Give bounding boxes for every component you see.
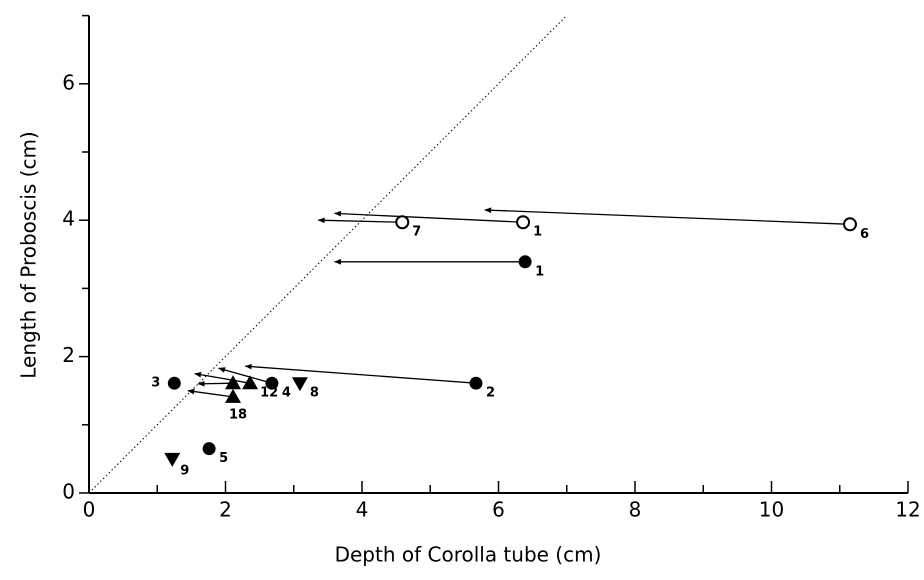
x-tick-label: 6 bbox=[492, 498, 505, 522]
point-label: 1 bbox=[535, 264, 544, 279]
point-label: 8 bbox=[310, 386, 319, 401]
point-label: 12 bbox=[260, 386, 278, 401]
point bbox=[842, 217, 857, 232]
y-tick-label: 2 bbox=[62, 343, 75, 367]
arrow bbox=[317, 217, 403, 224]
y-axis-label: Length of Proboscis (cm) bbox=[17, 131, 41, 378]
x-axis-label: Depth of Corolla tube (cm) bbox=[335, 543, 602, 567]
point bbox=[225, 388, 242, 403]
point-label: 9 bbox=[180, 463, 189, 478]
point bbox=[516, 215, 531, 230]
point bbox=[164, 452, 181, 467]
arrow bbox=[194, 371, 251, 384]
point bbox=[469, 376, 483, 390]
point bbox=[167, 376, 181, 390]
x-tick-label: 0 bbox=[83, 498, 96, 522]
arrow bbox=[218, 367, 273, 384]
reference-line bbox=[88, 15, 568, 494]
arrow bbox=[334, 210, 524, 223]
x-tick-label: 12 bbox=[895, 498, 920, 522]
point-label: 7 bbox=[412, 225, 421, 240]
point-label: 3 bbox=[151, 376, 160, 391]
arrow bbox=[187, 388, 234, 398]
x-tick-label: 8 bbox=[629, 498, 642, 522]
x-tick-label: 4 bbox=[356, 498, 369, 522]
point bbox=[518, 255, 532, 269]
arrow bbox=[484, 207, 851, 225]
point-label: 5 bbox=[219, 451, 228, 466]
point bbox=[395, 215, 410, 230]
point-label: 4 bbox=[282, 386, 291, 401]
point-label: 1 bbox=[533, 225, 542, 240]
arrow bbox=[244, 363, 477, 384]
x-tick-label: 10 bbox=[759, 498, 784, 522]
y-tick-label: 6 bbox=[62, 70, 75, 94]
point bbox=[202, 442, 216, 456]
point-label: 2 bbox=[486, 386, 495, 401]
point bbox=[291, 377, 308, 392]
point bbox=[242, 375, 259, 390]
x-tick-label: 2 bbox=[219, 498, 232, 522]
point-label: 18 bbox=[229, 407, 247, 422]
point bbox=[225, 375, 242, 390]
point bbox=[265, 376, 279, 390]
point-label: 6 bbox=[860, 227, 869, 242]
y-tick-label: 4 bbox=[62, 207, 75, 231]
arrow bbox=[197, 380, 234, 387]
y-tick-label: 0 bbox=[62, 480, 75, 504]
